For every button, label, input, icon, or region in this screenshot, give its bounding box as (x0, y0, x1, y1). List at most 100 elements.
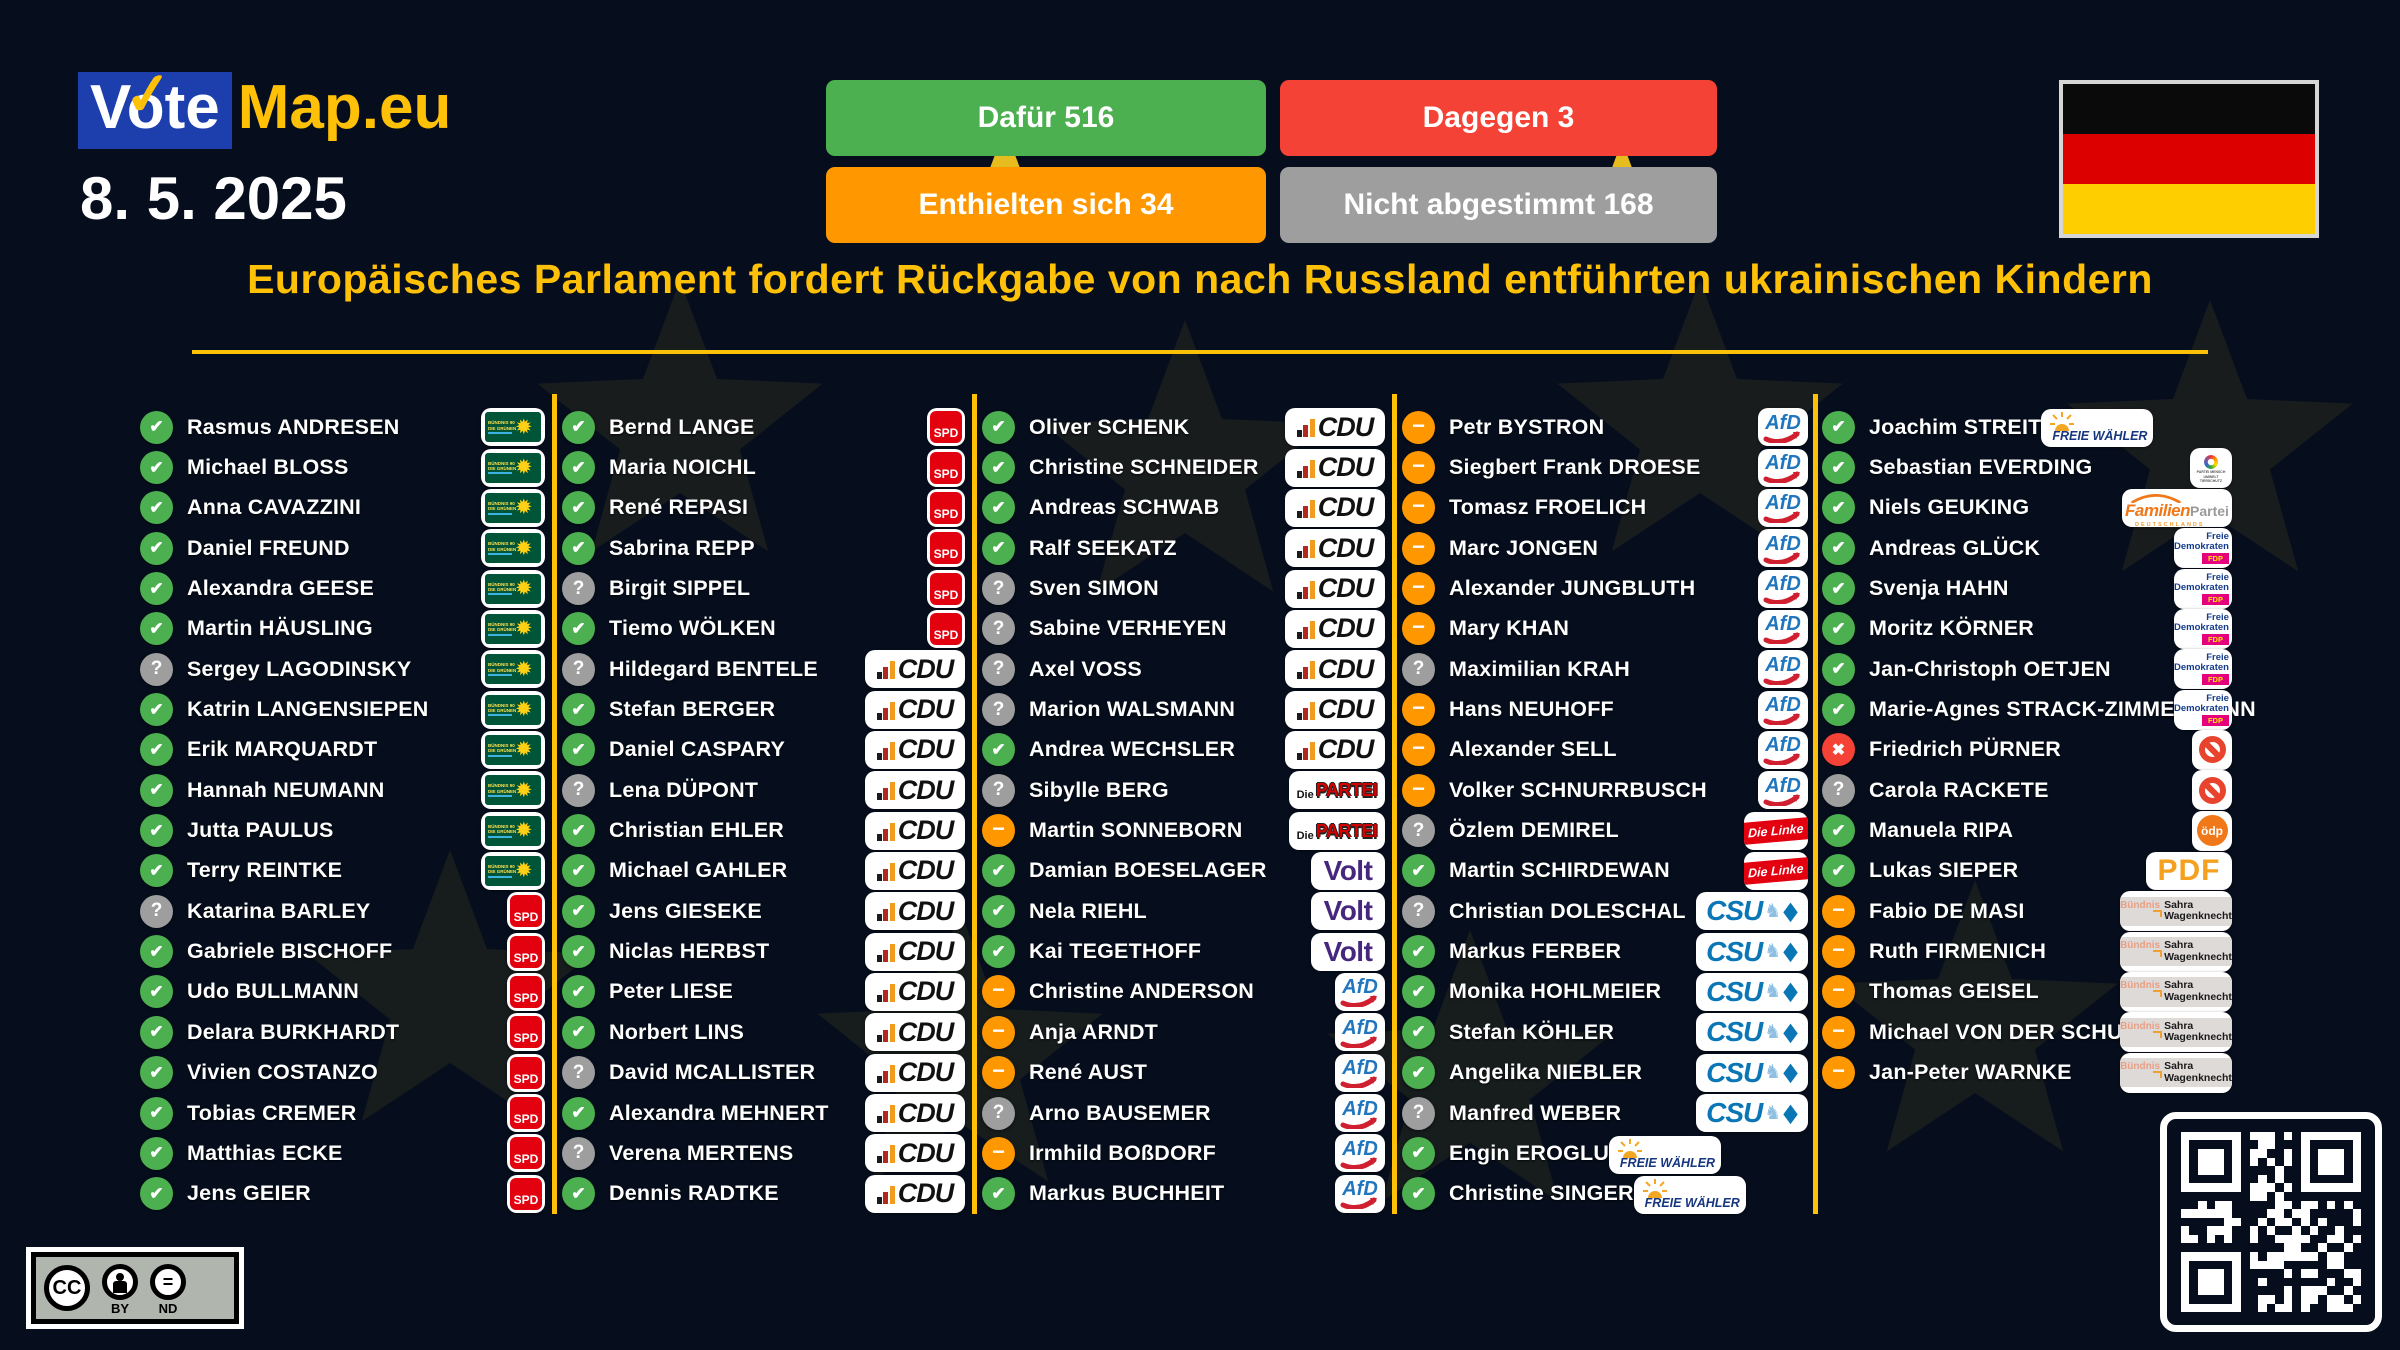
mep-row[interactable]: ✔ Manuela RIPA ödp (1822, 810, 2232, 851)
mep-row[interactable]: ? Özlem DEMIREL Die Linke (1402, 810, 1808, 850)
mep-row[interactable]: ? Manfred WEBER CSU ♞ ◆ (1402, 1093, 1808, 1133)
mep-row[interactable]: − Volker SCHNURRBUSCH AfD (1402, 770, 1808, 810)
mep-row[interactable]: ✔ Christian EHLER CDU (562, 810, 965, 850)
mep-row[interactable]: ✔ Jens GIESEKE CDU (562, 891, 965, 931)
mep-row[interactable]: ✔ Markus FERBER CSU ♞ ◆ (1402, 931, 1808, 971)
mep-row[interactable]: ✔ Martin SCHIRDEWAN Die Linke (1402, 851, 1808, 891)
mep-row[interactable]: ✔ Stefan KÖHLER CSU ♞ ◆ (1402, 1012, 1808, 1052)
mep-row[interactable]: ? Arno BAUSEMER AfD (982, 1093, 1385, 1133)
result-nicht-abgestimmt-button[interactable]: Nicht abgestimmt 168 (1280, 167, 1717, 243)
mep-row[interactable]: ? Sven SIMON CDU (982, 568, 1385, 608)
mep-row[interactable]: ✔ Daniel CASPARY CDU (562, 730, 965, 770)
mep-row[interactable]: ✔ Marie-Agnes STRACK-ZIMMERMANN Freie Demok… (1822, 689, 2256, 730)
mep-row[interactable]: ✔ Sabrina REPP SPD (562, 528, 965, 568)
mep-row[interactable]: ✔ Niclas HERBST CDU (562, 931, 965, 971)
mep-row[interactable]: ? Maximilian KRAH AfD (1402, 649, 1808, 689)
mep-row[interactable]: ? Birgit SIPPEL SPD (562, 568, 965, 608)
mep-row[interactable]: ✔ Ralf SEEKATZ CDU (982, 528, 1385, 568)
mep-row[interactable]: − Siegbert Frank DROESE AfD (1402, 447, 1808, 487)
mep-row[interactable]: ✔ Norbert LINS CDU (562, 1012, 965, 1052)
mep-row[interactable]: − Ruth FIRMENICH Bündnis Sahra Wagenknecht (1822, 931, 2232, 972)
result-dafuer-button[interactable]: Dafür 516 (826, 80, 1266, 156)
mep-row[interactable]: ✔ Vivien COSTANZO SPD (140, 1053, 545, 1093)
mep-row[interactable]: ✔ Christine SINGER FREIE WÄHLER (1402, 1174, 1808, 1214)
mep-row[interactable]: ✔ Monika HOHLMEIER CSU ♞ ◆ (1402, 972, 1808, 1012)
mep-row[interactable]: ✔ Terry REINTKE BÜNDNIS 90 DIE GRÜNEN ✹ (140, 851, 545, 891)
mep-row[interactable]: ✔ Anna CAVAZZINI BÜNDNIS 90 DIE GRÜNEN ✹ (140, 488, 545, 528)
mep-row[interactable]: ? Hildegard BENTELE CDU (562, 649, 965, 689)
mep-row[interactable]: ✔ Andreas SCHWAB CDU (982, 488, 1385, 528)
mep-row[interactable]: ✔ Gabriele BISCHOFF SPD (140, 931, 545, 971)
mep-row[interactable]: − Marc JONGEN AfD (1402, 528, 1808, 568)
mep-row[interactable]: ✔ Andrea WECHSLER CDU (982, 730, 1385, 770)
mep-row[interactable]: ✔ Katrin LANGENSIEPEN BÜNDNIS 90 DIE GRÜNEN… (140, 689, 545, 729)
mep-row[interactable]: ✔ Dennis RADTKE CDU (562, 1174, 965, 1214)
mep-row[interactable]: ✔ Michael BLOSS BÜNDNIS 90 DIE GRÜNEN ✹ (140, 447, 545, 487)
mep-row[interactable]: ✔ Tiemo WÖLKEN SPD (562, 609, 965, 649)
mep-row[interactable]: ✔ Sebastian EVERDING PARTEI MENSCH UMWELT … (1822, 447, 2232, 488)
mep-row[interactable]: ✔ Damian BOESELAGER Volt (982, 851, 1385, 891)
mep-row[interactable]: ✔ Niels GEUKING Familien Partei DEUTSCHLANDS (1822, 488, 2232, 528)
mep-row[interactable]: ? Verena MERTENS CDU (562, 1133, 965, 1173)
mep-row[interactable]: − Fabio DE MASI Bündnis Sahra Wagenknecht (1822, 891, 2232, 932)
mep-row[interactable]: ✔ Lukas SIEPER PDF (1822, 851, 2232, 891)
mep-row[interactable]: ✔ René REPASI SPD (562, 488, 965, 528)
mep-row[interactable]: ✔ Delara BURKHARDT SPD (140, 1012, 545, 1052)
mep-row[interactable]: − Anja ARNDT AfD (982, 1012, 1385, 1052)
mep-row[interactable]: ✔ Engin EROGLU FREIE WÄHLER (1402, 1133, 1808, 1174)
mep-row[interactable]: − René AUST AfD (982, 1053, 1385, 1093)
mep-row[interactable]: − Petr BYSTRON AfD (1402, 407, 1808, 447)
mep-row[interactable]: ✔ Jutta PAULUS BÜNDNIS 90 DIE GRÜNEN ✹ (140, 810, 545, 850)
mep-row[interactable]: ✔ Oliver SCHENK CDU (982, 407, 1385, 447)
mep-row[interactable]: ✔ Kai TEGETHOFF Volt (982, 931, 1385, 971)
mep-row[interactable]: ✔ Peter LIESE CDU (562, 972, 965, 1012)
mep-row[interactable]: ? Christian DOLESCHAL CSU ♞ ◆ (1402, 891, 1808, 931)
germany-flag[interactable] (2059, 80, 2319, 238)
mep-row[interactable]: ? Axel VOSS CDU (982, 649, 1385, 689)
mep-row[interactable]: ✔ Markus BUCHHEIT AfD (982, 1174, 1385, 1214)
result-enthalten-button[interactable]: Enthielten sich 34 (826, 167, 1266, 243)
mep-row[interactable]: ✔ Alexandra GEESE BÜNDNIS 90 DIE GRÜNEN ✹ (140, 568, 545, 608)
mep-row[interactable]: ✔ Maria NOICHL SPD (562, 447, 965, 487)
mep-row[interactable]: ✔ Udo BULLMANN SPD (140, 972, 545, 1012)
mep-row[interactable]: ✔ Rasmus ANDRESEN BÜNDNIS 90 DIE GRÜNEN ✹ (140, 407, 545, 447)
mep-row[interactable]: ✔ Joachim STREIT FREIE WÄHLER (1822, 407, 2232, 448)
mep-row[interactable]: ✔ Nela RIEHL Volt (982, 891, 1385, 931)
mep-row[interactable]: ✔ Angelika NIEBLER CSU ♞ ◆ (1402, 1053, 1808, 1093)
mep-row[interactable]: − Alexander JUNGBLUTH AfD (1402, 568, 1808, 608)
mep-row[interactable]: ✔ Andreas GLÜCK Freie Demokraten FDP (1822, 528, 2232, 569)
mep-row[interactable]: ✔ Svenja HAHN Freie Demokraten FDP (1822, 568, 2232, 609)
mep-row[interactable]: ? Carola RACKETE (1822, 770, 2232, 811)
mep-row[interactable]: ✔ Hannah NEUMANN BÜNDNIS 90 DIE GRÜNEN ✹ (140, 770, 545, 810)
mep-row[interactable]: ? Marion WALSMANN CDU (982, 689, 1385, 729)
mep-row[interactable]: ✔ Daniel FREUND BÜNDNIS 90 DIE GRÜNEN ✹ (140, 528, 545, 568)
mep-row[interactable]: ✔ Tobias CREMER SPD (140, 1093, 545, 1133)
mep-row[interactable]: ✔ Martin HÄUSLING BÜNDNIS 90 DIE GRÜNEN ✹ (140, 609, 545, 649)
mep-row[interactable]: − Hans NEUHOFF AfD (1402, 689, 1808, 729)
mep-row[interactable]: − Christine ANDERSON AfD (982, 972, 1385, 1012)
mep-row[interactable]: ? David MCALLISTER CDU (562, 1053, 965, 1093)
result-dagegen-button[interactable]: Dagegen 3 (1280, 80, 1717, 156)
mep-row[interactable]: ? Katarina BARLEY SPD (140, 891, 545, 931)
votemap-logo[interactable]: Vote ✓ Map.eu (78, 60, 451, 149)
mep-row[interactable]: ✔ Jan-Christoph OETJEN Freie Demokraten FDP (1822, 649, 2232, 690)
mep-row[interactable]: − Irmhild BOßDORF AfD (982, 1133, 1385, 1173)
mep-row[interactable]: ✔ Christine SCHNEIDER CDU (982, 447, 1385, 487)
mep-row[interactable]: − Tomasz FROELICH AfD (1402, 488, 1808, 528)
mep-row[interactable]: − Martin SONNEBORN Die PARTEI (982, 810, 1385, 850)
mep-row[interactable]: ✔ Alexandra MEHNERT CDU (562, 1093, 965, 1133)
mep-row[interactable]: ✔ Stefan BERGER CDU (562, 689, 965, 729)
mep-row[interactable]: − Mary KHAN AfD (1402, 609, 1808, 649)
mep-row[interactable]: ? Lena DÜPONT CDU (562, 770, 965, 810)
mep-row[interactable]: ✔ Michael GAHLER CDU (562, 851, 965, 891)
mep-row[interactable]: − Alexander SELL AfD (1402, 730, 1808, 770)
mep-row[interactable]: − Thomas GEISEL Bündnis Sahra Wagenknecht (1822, 971, 2232, 1012)
cc-by-nd-license-badge[interactable]: CC BY = ND (26, 1247, 244, 1329)
mep-row[interactable]: ? Sabine VERHEYEN CDU (982, 609, 1385, 649)
mep-row[interactable]: ? Sergey LAGODINSKY BÜNDNIS 90 DIE GRÜNEN ✹ (140, 649, 545, 689)
mep-row[interactable]: ✔ Jens GEIER SPD (140, 1174, 545, 1214)
mep-row[interactable]: ? Sibylle BERG Die PARTEI (982, 770, 1385, 810)
mep-row[interactable]: − Michael VON DER SCHULENBURG Bündnis Sahra… (1822, 1012, 2232, 1053)
mep-row[interactable]: − Jan-Peter WARNKE Bündnis Sahra Wagenknecht (1822, 1052, 2232, 1093)
mep-row[interactable]: ✔ Moritz KÖRNER Freie Demokraten FDP (1822, 608, 2232, 649)
